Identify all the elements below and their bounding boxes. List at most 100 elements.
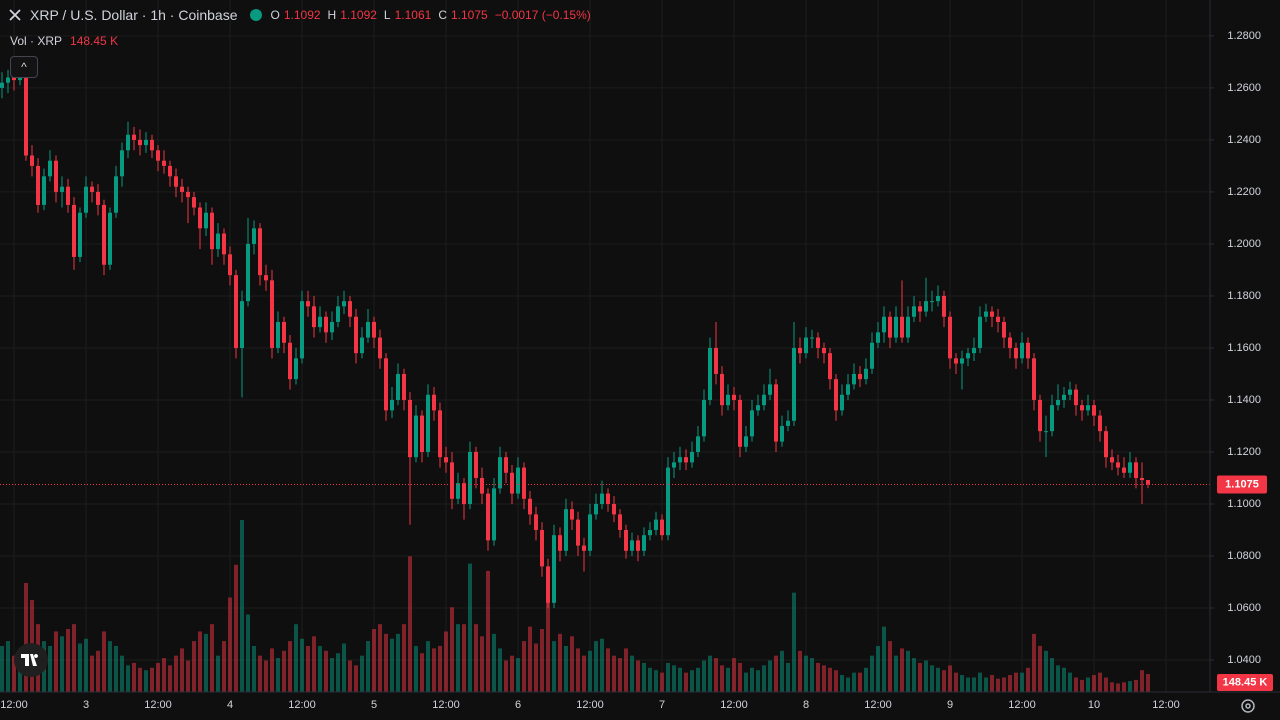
- volume-bar: [114, 645, 118, 692]
- candle-body: [510, 472, 514, 494]
- collapse-button[interactable]: ^: [10, 56, 38, 78]
- volume-bar: [480, 636, 484, 692]
- candle-body: [882, 316, 886, 333]
- volume-bar: [858, 672, 862, 692]
- volume-bar: [258, 655, 262, 692]
- volume-bar: [150, 667, 154, 692]
- candle-body: [150, 139, 154, 151]
- volume-bar: [516, 658, 520, 692]
- volume-bar: [1116, 683, 1120, 692]
- x-tick-label: 8: [803, 699, 809, 711]
- candle-body: [444, 457, 448, 463]
- volume-bar: [276, 658, 280, 692]
- settings-icon[interactable]: [1241, 699, 1255, 713]
- volume-bar: [102, 631, 106, 692]
- symbol-title[interactable]: XRP / U.S. Dollar · 1h · Coinbase: [30, 7, 238, 23]
- candle-body: [354, 316, 358, 354]
- candle-body: [828, 353, 832, 380]
- last-volume-label: 148.45 K: [1223, 676, 1268, 688]
- volume-bar: [360, 655, 364, 692]
- tradingview-logo[interactable]: [14, 643, 48, 677]
- volume-bar: [822, 665, 826, 692]
- candle-body: [1104, 431, 1108, 458]
- volume-value: 148.45 K: [70, 34, 119, 48]
- candle-body: [636, 540, 640, 551]
- candle-body: [996, 316, 1000, 322]
- volume-bar: [132, 662, 136, 692]
- volume-bar: [324, 650, 328, 692]
- candle-body: [174, 176, 178, 187]
- volume-bar: [966, 677, 970, 692]
- candle-body: [522, 467, 526, 499]
- volume-bar: [78, 643, 82, 692]
- volume-bar: [222, 641, 226, 692]
- candle-body: [276, 321, 280, 348]
- volume-bar: [726, 667, 730, 692]
- volume-bar: [348, 660, 352, 692]
- volume-bar: [708, 655, 712, 692]
- candle-body: [198, 207, 202, 229]
- settings-gear-center[interactable]: [1245, 703, 1251, 709]
- volume-bar: [642, 662, 646, 692]
- logo-shape[interactable]: [21, 654, 39, 666]
- volume-bar: [252, 645, 256, 692]
- volume-bar: [588, 650, 592, 692]
- candle-body: [486, 493, 490, 541]
- candle-body: [330, 321, 334, 333]
- candle-body: [690, 451, 694, 463]
- candle-body: [498, 457, 502, 489]
- volume-bar: [930, 665, 934, 692]
- volume-bar: [744, 672, 748, 692]
- volume-bar: [504, 660, 508, 692]
- candle-body: [612, 503, 616, 515]
- volume-bar: [690, 670, 694, 692]
- candle-body: [630, 540, 634, 551]
- volume-bar: [294, 624, 298, 692]
- candle-body: [990, 311, 994, 317]
- candle-body: [852, 373, 856, 385]
- volume-bar: [768, 660, 772, 692]
- candle-body: [138, 139, 142, 146]
- candle-body: [654, 519, 658, 530]
- volume-bar: [900, 648, 904, 692]
- volume-bar: [786, 662, 790, 692]
- volume-bar: [594, 641, 598, 692]
- candle-body: [846, 384, 850, 395]
- y-tick-label: 1.1000: [1227, 498, 1261, 510]
- market-status[interactable]: [249, 9, 262, 21]
- high-value: 1.1092: [340, 8, 377, 22]
- volume-bar: [876, 645, 880, 692]
- candle-body: [546, 566, 550, 603]
- volume-bar: [168, 665, 172, 692]
- candle-body: [696, 436, 700, 452]
- volume-bar: [1008, 675, 1012, 692]
- volume-bar: [522, 641, 526, 692]
- volume-bar: [312, 636, 316, 692]
- candle-body: [36, 165, 40, 205]
- volume-bar: [732, 658, 736, 692]
- candle-layer: [0, 67, 1210, 609]
- volume-bar: [570, 636, 574, 692]
- settings-gear[interactable]: [1241, 699, 1255, 713]
- candle-body: [726, 394, 730, 406]
- volume-bar: [666, 662, 670, 692]
- candle-body: [702, 399, 706, 437]
- candle-body: [216, 233, 220, 250]
- volume-bar: [678, 667, 682, 692]
- volume-bar: [402, 624, 406, 692]
- volume-bar: [96, 650, 100, 692]
- close-value: 1.1075: [450, 8, 488, 22]
- candle-body: [576, 519, 580, 546]
- candle-body: [306, 301, 310, 307]
- candle-body: [1038, 399, 1042, 432]
- volume-bar: [612, 655, 616, 692]
- candle-body: [834, 379, 838, 411]
- volume-bar: [648, 667, 652, 692]
- volume-bar: [918, 662, 922, 692]
- logo-mark[interactable]: [21, 654, 41, 666]
- candle-body: [348, 301, 352, 317]
- last-volume-tag: [1217, 674, 1273, 691]
- y-tick-label: 1.2000: [1227, 238, 1261, 250]
- volume-bar: [798, 650, 802, 692]
